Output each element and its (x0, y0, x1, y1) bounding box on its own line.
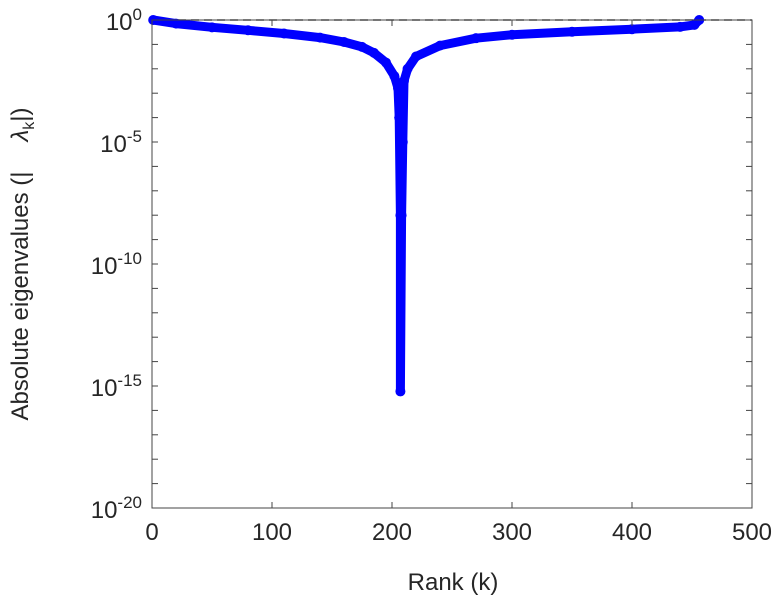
y-axis-label-lambda: λ (7, 130, 34, 144)
data-point (675, 21, 685, 32)
plot-marks (148, 15, 705, 397)
y-tick-label: 10-20 (91, 493, 142, 524)
y-tick-label: 10-5 (100, 127, 142, 158)
x-tick-label: 500 (732, 519, 772, 546)
data-point (411, 51, 421, 62)
x-tick-label: 400 (612, 519, 652, 546)
data-point (471, 33, 481, 44)
plot-frame (151, 19, 753, 509)
data-point (393, 83, 403, 94)
data-point (507, 29, 517, 40)
x-axis-label: Rank (k) (408, 569, 499, 596)
data-point (394, 112, 405, 123)
data-point (395, 386, 406, 397)
data-point (381, 57, 391, 68)
data-point (171, 18, 181, 29)
data-point (369, 47, 379, 58)
data-point (397, 137, 408, 147)
x-tick-label: 100 (252, 519, 292, 546)
y-axis-label-suffix: |) (7, 107, 34, 121)
x-tick-label: 200 (372, 519, 412, 546)
y-tick-label: 10-10 (91, 249, 142, 280)
y-axis-label-sub: k (21, 121, 38, 130)
y-tick-label: 100 (106, 5, 142, 36)
x-tick-label: 0 (145, 519, 158, 546)
data-point (435, 40, 445, 51)
y-tick-label: 10-15 (91, 371, 142, 402)
series-line (148, 15, 704, 396)
axis-ticks: 0 100 200 300 400 500 100 10-5 10-10 10-15 10-20 (91, 5, 772, 546)
data-point (389, 71, 400, 82)
data-point (279, 28, 289, 39)
y-axis-label-prefix: Absolute eigenvalues (| (7, 171, 34, 420)
x-tick-label: 300 (492, 519, 532, 546)
data-point (567, 26, 577, 37)
data-point (357, 41, 367, 52)
data-point (339, 36, 349, 47)
data-point (402, 63, 413, 74)
data-point (399, 75, 409, 86)
y-axis-label: Absolute eigenvalues (| λk|) (7, 107, 38, 420)
data-point (243, 25, 253, 36)
data-point (627, 24, 637, 35)
data-point (315, 32, 325, 43)
data-point (396, 210, 407, 221)
data-point (207, 22, 217, 33)
